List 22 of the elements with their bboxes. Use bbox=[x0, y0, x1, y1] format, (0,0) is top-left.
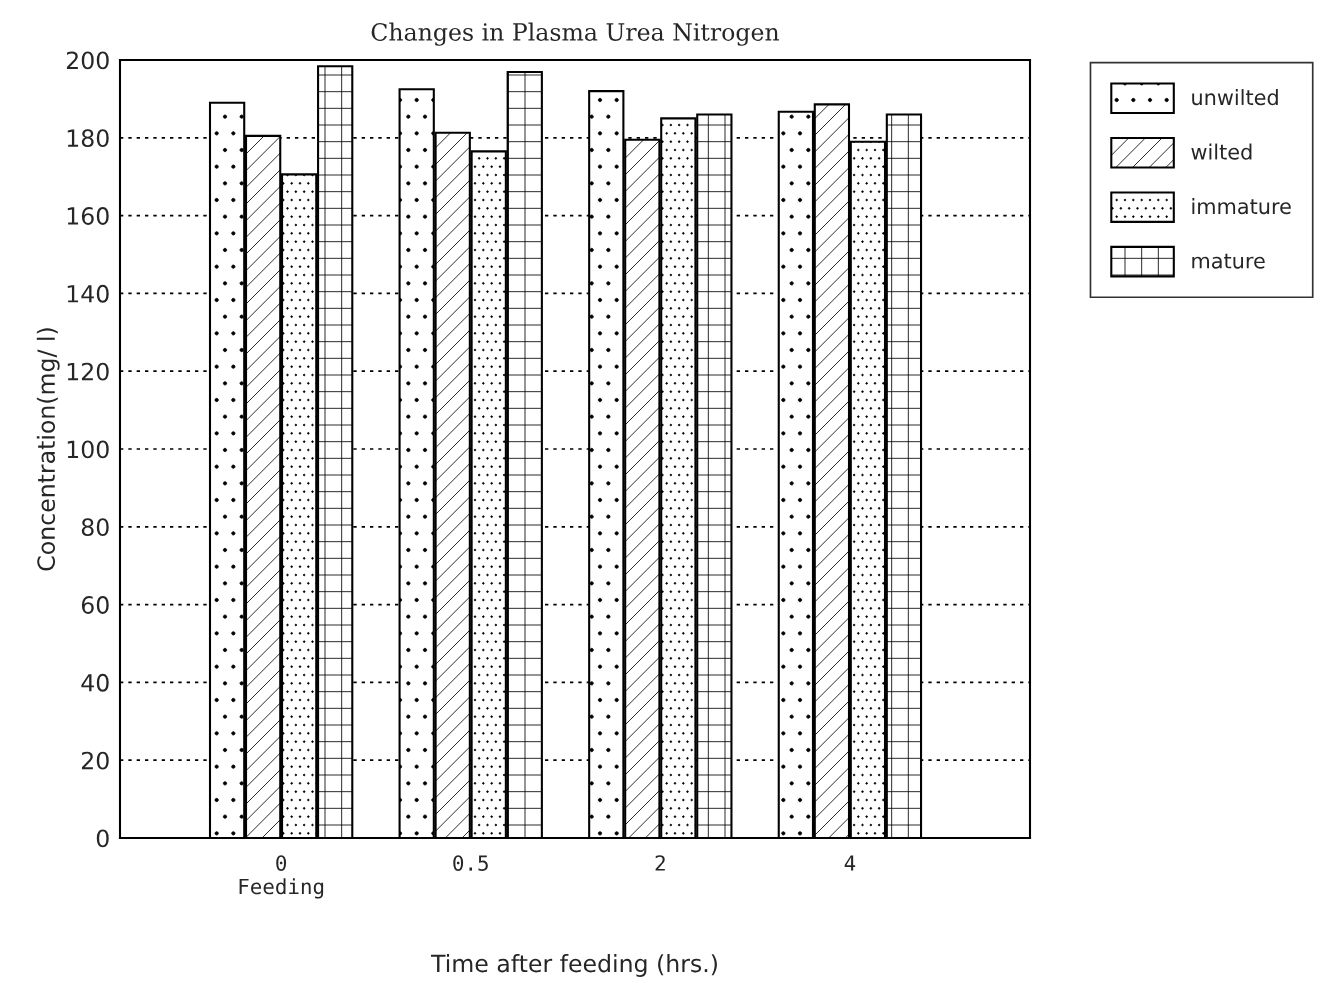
x-tick-label: 0.5 bbox=[453, 855, 488, 871]
legend-label: unwilted bbox=[1192, 89, 1278, 106]
y-tick-label: 180 bbox=[67, 129, 109, 148]
y-tick-label: 40 bbox=[81, 673, 109, 692]
legend-label: mature bbox=[1192, 253, 1265, 269]
y-axis-title: Concentration(mg/ l) bbox=[36, 328, 60, 571]
legend-label: immature bbox=[1192, 198, 1291, 215]
x-axis-title: Time after feeding (hrs.) bbox=[430, 954, 717, 977]
chart-title: Changes in Plasma Urea Nitrogen bbox=[371, 22, 780, 46]
legend-label: wilted bbox=[1191, 143, 1252, 160]
y-tick-label: 160 bbox=[67, 207, 109, 225]
y-tick-label: 20 bbox=[81, 751, 109, 770]
x-tick-label: 4 bbox=[844, 855, 856, 871]
y-tick-label: 80 bbox=[81, 518, 109, 537]
y-tick-label: 140 bbox=[67, 284, 109, 303]
y-tick-label: 200 bbox=[66, 51, 109, 70]
y-tick-label: 0 bbox=[96, 829, 109, 848]
y-tick-label: 100 bbox=[67, 440, 109, 459]
x-tick-label: 0 Feeding bbox=[239, 855, 324, 899]
y-tick-label: 60 bbox=[81, 596, 109, 614]
x-tick-label: 2 bbox=[655, 855, 665, 871]
y-tick-label: 120 bbox=[67, 362, 109, 381]
